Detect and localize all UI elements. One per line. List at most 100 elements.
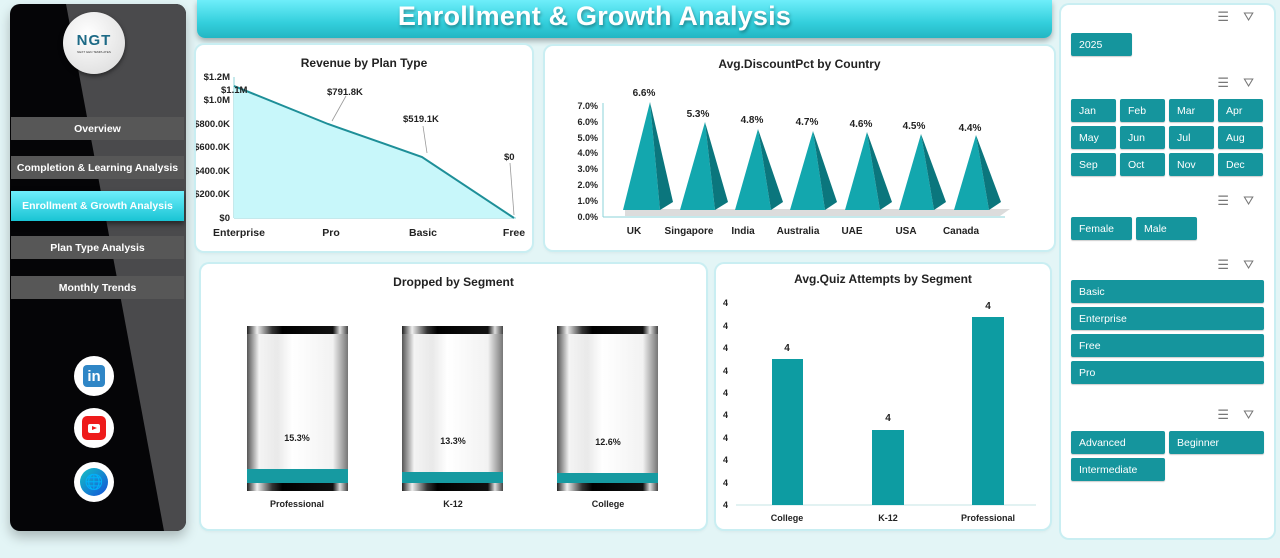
svg-text:$519.1K: $519.1K [403,114,439,125]
svg-text:Singapore: Singapore [665,226,714,237]
svg-text:$800.0K: $800.0K [196,119,230,130]
month-option-sep[interactable]: Sep [1071,153,1116,176]
svg-text:$0: $0 [219,213,230,224]
svg-text:4: 4 [723,298,728,308]
month-slicer-toolbar: ☰ ⛛ [1217,75,1254,91]
month-option-jun[interactable]: Jun [1120,126,1165,149]
svg-text:4: 4 [723,500,728,510]
svg-text:Professional: Professional [961,513,1015,523]
level-slicer-toolbar: ☰ ⛛ [1217,407,1254,423]
revenue-area-plot: $0 $200.0K $400.0K $600.0K $800.0K $1.0M… [196,72,525,239]
clear-filter-icon[interactable]: ⛛ [1243,193,1254,208]
plan-option-pro[interactable]: Pro [1071,361,1264,384]
svg-text:Free: Free [503,227,525,239]
chart-title: Dropped by Segment [393,275,514,289]
month-option-dec[interactable]: Dec [1218,153,1263,176]
svg-text:Pro: Pro [322,227,340,239]
quiz-attempts-chart: Avg.Quiz Attempts by Segment 4 4 4 4 4 4… [716,264,1050,529]
plan-option-basic[interactable]: Basic [1071,280,1264,303]
svg-text:Australia: Australia [777,226,820,237]
svg-text:USA: USA [895,226,916,237]
logo-text: NGT [76,32,112,49]
svg-text:4: 4 [723,321,728,331]
svg-text:College: College [771,513,804,523]
sidebar-item-enrollment-growth[interactable]: Enrollment & Growth Analysis [11,191,184,221]
clear-filter-icon[interactable]: ⛛ [1243,75,1254,90]
multi-select-icon[interactable]: ☰ [1217,75,1230,90]
clear-filter-icon[interactable]: ⛛ [1243,407,1254,422]
month-option-jul[interactable]: Jul [1169,126,1214,149]
svg-text:3.0%: 3.0% [577,164,598,174]
month-option-apr[interactable]: Apr [1218,99,1263,122]
cylinder-college [557,326,658,491]
gender-option-female[interactable]: Female [1071,217,1132,240]
svg-text:$0: $0 [504,152,515,163]
svg-text:6.6%: 6.6% [633,88,656,99]
chart-title: Avg.Quiz Attempts by Segment [794,272,972,286]
level-option-beginner[interactable]: Beginner [1169,431,1264,454]
globe-icon: 🌐 [80,468,108,496]
svg-text:$791.8K: $791.8K [327,87,363,98]
cylinder-professional [247,326,348,491]
svg-text:4.7%: 4.7% [796,117,819,128]
svg-text:5.3%: 5.3% [687,109,710,120]
pyramid-bar-plot: 0.0% 1.0% 2.0% 3.0% 4.0% 5.0% 6.0% 7.0% … [577,88,1010,237]
level-option-advanced[interactable]: Advanced [1071,431,1165,454]
month-option-aug[interactable]: Aug [1218,126,1263,149]
clear-filter-icon[interactable]: ⛛ [1243,257,1254,272]
multi-select-icon[interactable]: ☰ [1217,257,1230,272]
month-option-feb[interactable]: Feb [1120,99,1165,122]
logo-subtext: NEXT GEN TEMPLATES [77,50,111,54]
svg-text:Canada: Canada [943,226,980,237]
month-option-may[interactable]: May [1071,126,1116,149]
sidebar-item-completion-learning[interactable]: Completion & Learning Analysis [11,156,184,179]
svg-text:15.3%: 15.3% [284,433,310,443]
svg-text:$1.1M: $1.1M [221,85,247,96]
clear-filter-icon[interactable]: ⛛ [1243,9,1254,24]
plan-option-free[interactable]: Free [1071,334,1264,357]
level-option-intermediate[interactable]: Intermediate [1071,458,1165,481]
svg-text:UAE: UAE [841,226,862,237]
month-option-jan[interactable]: Jan [1071,99,1116,122]
multi-select-icon[interactable]: ☰ [1217,407,1230,422]
sidebar-slant-decoration [66,4,186,531]
month-option-oct[interactable]: Oct [1120,153,1165,176]
sidebar-item-monthly-trends[interactable]: Monthly Trends [11,276,184,299]
multi-select-icon[interactable]: ☰ [1217,9,1230,24]
svg-text:0.0%: 0.0% [577,212,598,222]
revenue-by-plan-chart: Revenue by Plan Type $0 $200.0K $400.0K … [196,45,532,251]
sidebar-item-overview[interactable]: Overview [11,117,184,140]
sidebar-item-plan-type[interactable]: Plan Type Analysis [11,236,184,259]
website-button[interactable]: 🌐 [74,462,114,502]
month-option-mar[interactable]: Mar [1169,99,1214,122]
svg-text:4: 4 [723,410,728,420]
svg-text:7.0%: 7.0% [577,101,598,111]
dropped-by-segment-chart: Dropped by Segment [201,264,706,529]
year-option-2025[interactable]: 2025 [1071,33,1132,56]
plan-option-enterprise[interactable]: Enterprise [1071,307,1264,330]
chart-title: Avg.DiscountPct by Country [718,57,881,71]
youtube-icon [82,416,106,440]
svg-text:4: 4 [723,478,728,488]
svg-text:1.0%: 1.0% [577,196,598,206]
youtube-button[interactable] [74,408,114,448]
gender-option-male[interactable]: Male [1136,217,1197,240]
nav-label: Completion & Learning Analysis [16,161,179,174]
nav-label: Enrollment & Growth Analysis [22,200,173,212]
ngt-logo[interactable]: NGT NEXT GEN TEMPLATES [63,12,125,74]
svg-text:12.6%: 12.6% [595,437,621,447]
page-header: Enrollment & Growth Analysis [197,0,1052,38]
plan-slicer-toolbar: ☰ ⛛ [1217,257,1254,273]
svg-text:$600.0K: $600.0K [196,142,230,153]
month-option-nov[interactable]: Nov [1169,153,1214,176]
svg-text:4.8%: 4.8% [741,115,764,126]
year-slicer-toolbar: ☰ ⛛ [1217,9,1254,25]
multi-select-icon[interactable]: ☰ [1217,193,1230,208]
svg-text:4: 4 [723,366,728,376]
gender-slicer-toolbar: ☰ ⛛ [1217,193,1254,209]
svg-text:College: College [592,499,625,509]
cylinder-gauge-plot: 15.3% 13.3% 12.6% Professional K-12 Coll… [247,326,658,509]
svg-text:$1.0M: $1.0M [204,95,230,106]
sidebar: NGT NEXT GEN TEMPLATES Overview Completi… [10,4,186,531]
linkedin-button[interactable]: in [74,356,114,396]
